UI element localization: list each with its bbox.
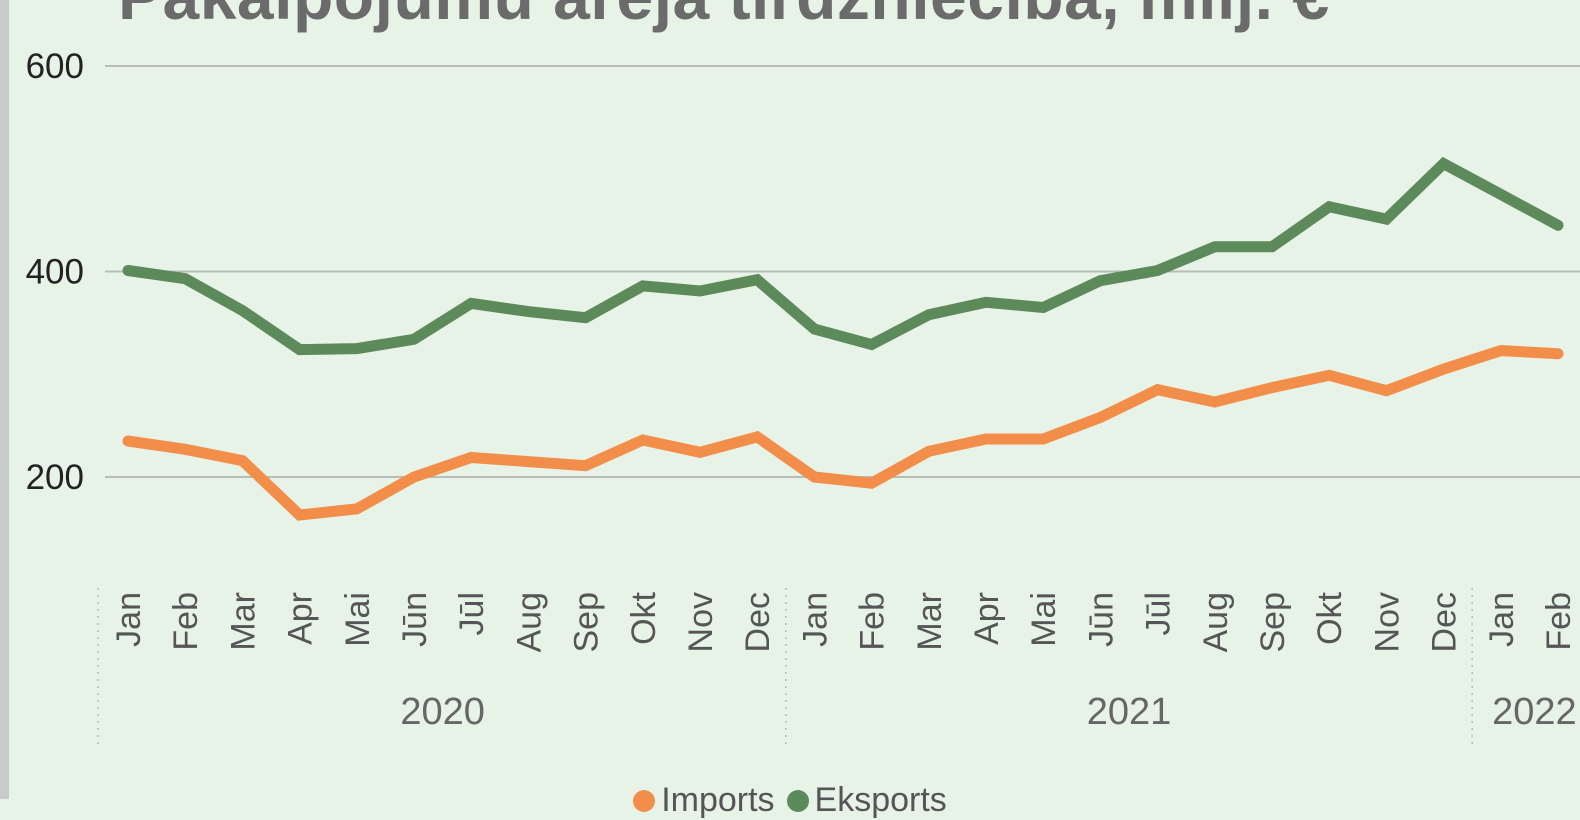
x-tick-label: Jūl (1140, 592, 1178, 635)
legend-marker-imports (633, 789, 656, 812)
x-tick-label: Jūn (396, 592, 434, 647)
x-tick-label: Dec (1426, 592, 1464, 652)
x-tick-label: Jūn (1082, 592, 1120, 647)
x-group-label-2020: 2020 (400, 691, 485, 733)
x-tick-label: Feb (167, 592, 205, 651)
x-tick-label: Feb (1540, 592, 1578, 651)
legend-item-eksports[interactable]: Eksports (786, 781, 947, 820)
series-line-eksports (122, 156, 1564, 356)
x-tick-label: Mai (1025, 592, 1063, 647)
x-tick-label: Dec (739, 592, 777, 652)
x-tick-label: Sep (1254, 592, 1292, 653)
x-tick-label: Jūl (453, 592, 491, 635)
x-tick-label: Mar (911, 592, 949, 651)
window-edge (0, 0, 9, 799)
y-axis-ticks: 200 400 600 (26, 47, 84, 497)
chart-title: Pakalpojumu ārējā tirdzniecība, milj. € (118, 0, 1330, 34)
legend-label-imports: Imports (661, 781, 775, 819)
x-tick-label: Okt (625, 591, 663, 644)
x-tick-label: Nov (682, 592, 720, 652)
legend-item-imports[interactable]: Imports (633, 781, 775, 820)
x-tick-label: Jan (1483, 592, 1521, 647)
x-axis-ticks: Jan Feb Mar Apr Mai Jūn Jūl Aug Sep Okt Nov Dec Jan F… (97, 588, 1578, 745)
y-tick-label-600: 600 (26, 47, 84, 86)
x-tick-label: Aug (1197, 592, 1235, 653)
x-tick-label: Mar (224, 592, 262, 651)
series-line-imports (122, 345, 1564, 521)
legend: Imports Eksports (0, 781, 1580, 820)
x-tick-label: Apr (968, 592, 1006, 645)
x-tick-label: Okt (1311, 591, 1349, 644)
x-tick-label: Jan (110, 592, 148, 647)
line-chart: 200 400 600 Jan Feb Mar Apr Mai Jūn Jūl Aug Sep Okt… (26, 47, 1580, 745)
legend-marker-eksports (786, 789, 809, 812)
x-tick-label: Sep (568, 592, 606, 653)
x-tick-label: Apr (282, 592, 320, 645)
y-tick-label-200: 200 (26, 458, 84, 497)
x-tick-label: Feb (854, 592, 892, 651)
x-tick-label: Nov (1368, 592, 1406, 652)
x-tick-label: Aug (510, 592, 548, 653)
gridlines (105, 65, 1580, 478)
x-group-label-2022: 2022 (1492, 691, 1577, 733)
y-tick-label-400: 400 (26, 253, 84, 292)
legend-label-eksports: Eksports (814, 781, 947, 819)
x-tick-label: Jan (796, 592, 834, 647)
series-lines (122, 156, 1564, 521)
x-tick-label: Mai (339, 592, 377, 647)
x-group-label-2021: 2021 (1087, 691, 1172, 733)
